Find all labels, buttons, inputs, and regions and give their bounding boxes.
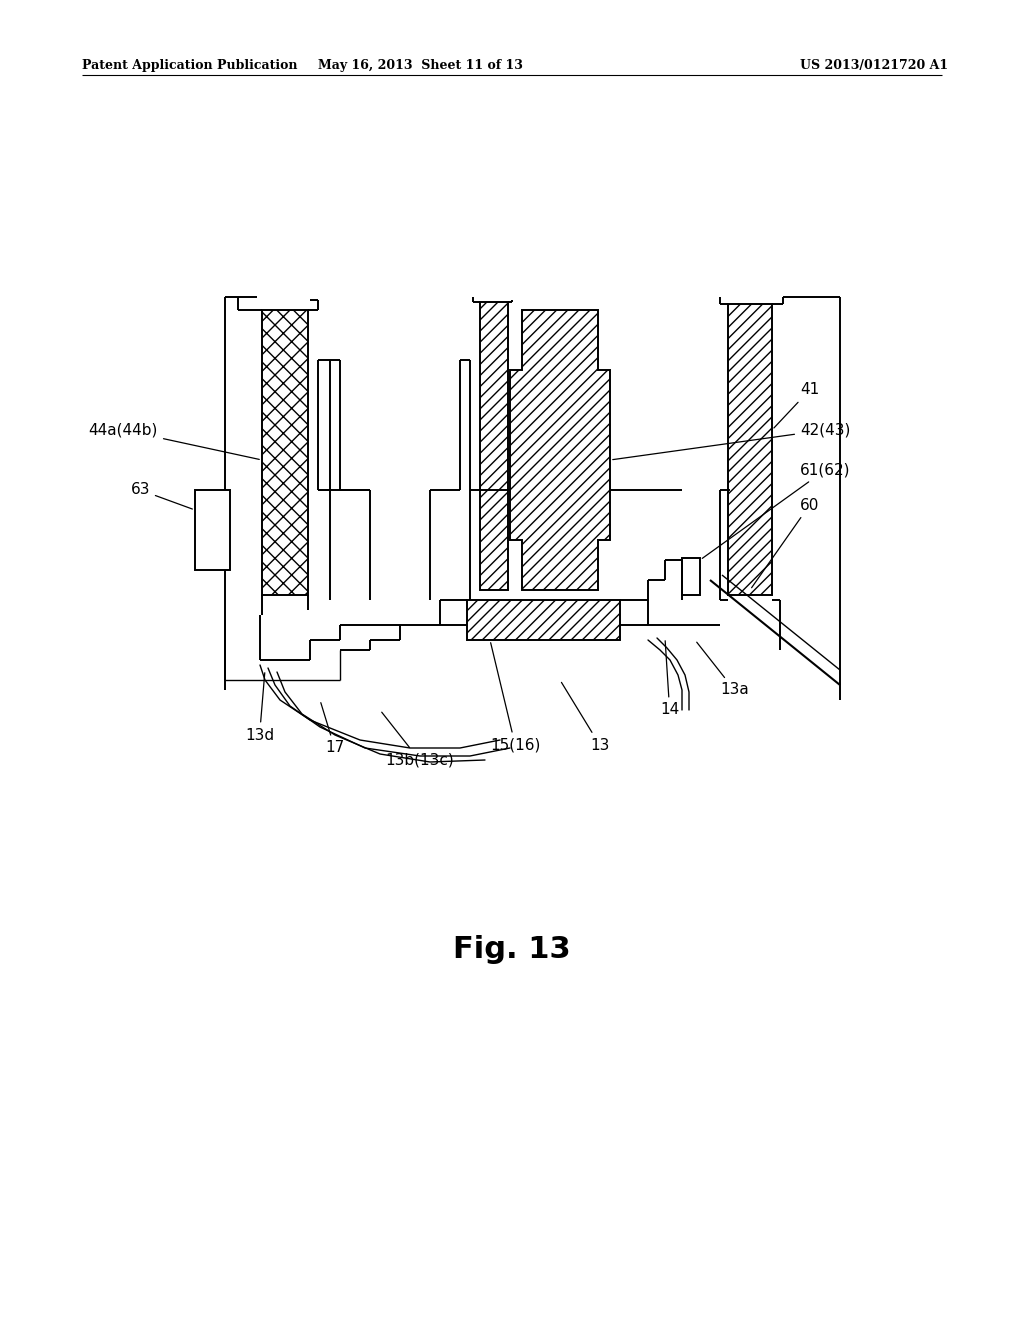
Polygon shape xyxy=(262,310,308,595)
Text: 17: 17 xyxy=(321,702,344,755)
Polygon shape xyxy=(467,601,620,640)
Text: 60: 60 xyxy=(752,498,819,587)
Text: 44a(44b): 44a(44b) xyxy=(89,422,259,459)
Text: 13d: 13d xyxy=(245,673,274,742)
Text: US 2013/0121720 A1: US 2013/0121720 A1 xyxy=(800,58,948,71)
Polygon shape xyxy=(682,558,700,595)
Text: 13b(13c): 13b(13c) xyxy=(382,713,454,767)
Text: 42(43): 42(43) xyxy=(612,422,850,459)
Text: May 16, 2013  Sheet 11 of 13: May 16, 2013 Sheet 11 of 13 xyxy=(317,58,522,71)
Text: 61(62): 61(62) xyxy=(702,462,851,558)
Text: 63: 63 xyxy=(130,483,193,510)
Polygon shape xyxy=(195,490,230,570)
Polygon shape xyxy=(728,304,772,595)
Text: Patent Application Publication: Patent Application Publication xyxy=(82,58,298,71)
Text: 15(16): 15(16) xyxy=(490,643,541,752)
Text: 13: 13 xyxy=(561,682,609,752)
Text: Fig. 13: Fig. 13 xyxy=(454,936,570,965)
Text: 41: 41 xyxy=(774,383,819,428)
Text: 13a: 13a xyxy=(696,643,749,697)
Text: 14: 14 xyxy=(660,640,679,718)
Polygon shape xyxy=(510,310,610,590)
Polygon shape xyxy=(480,302,508,590)
